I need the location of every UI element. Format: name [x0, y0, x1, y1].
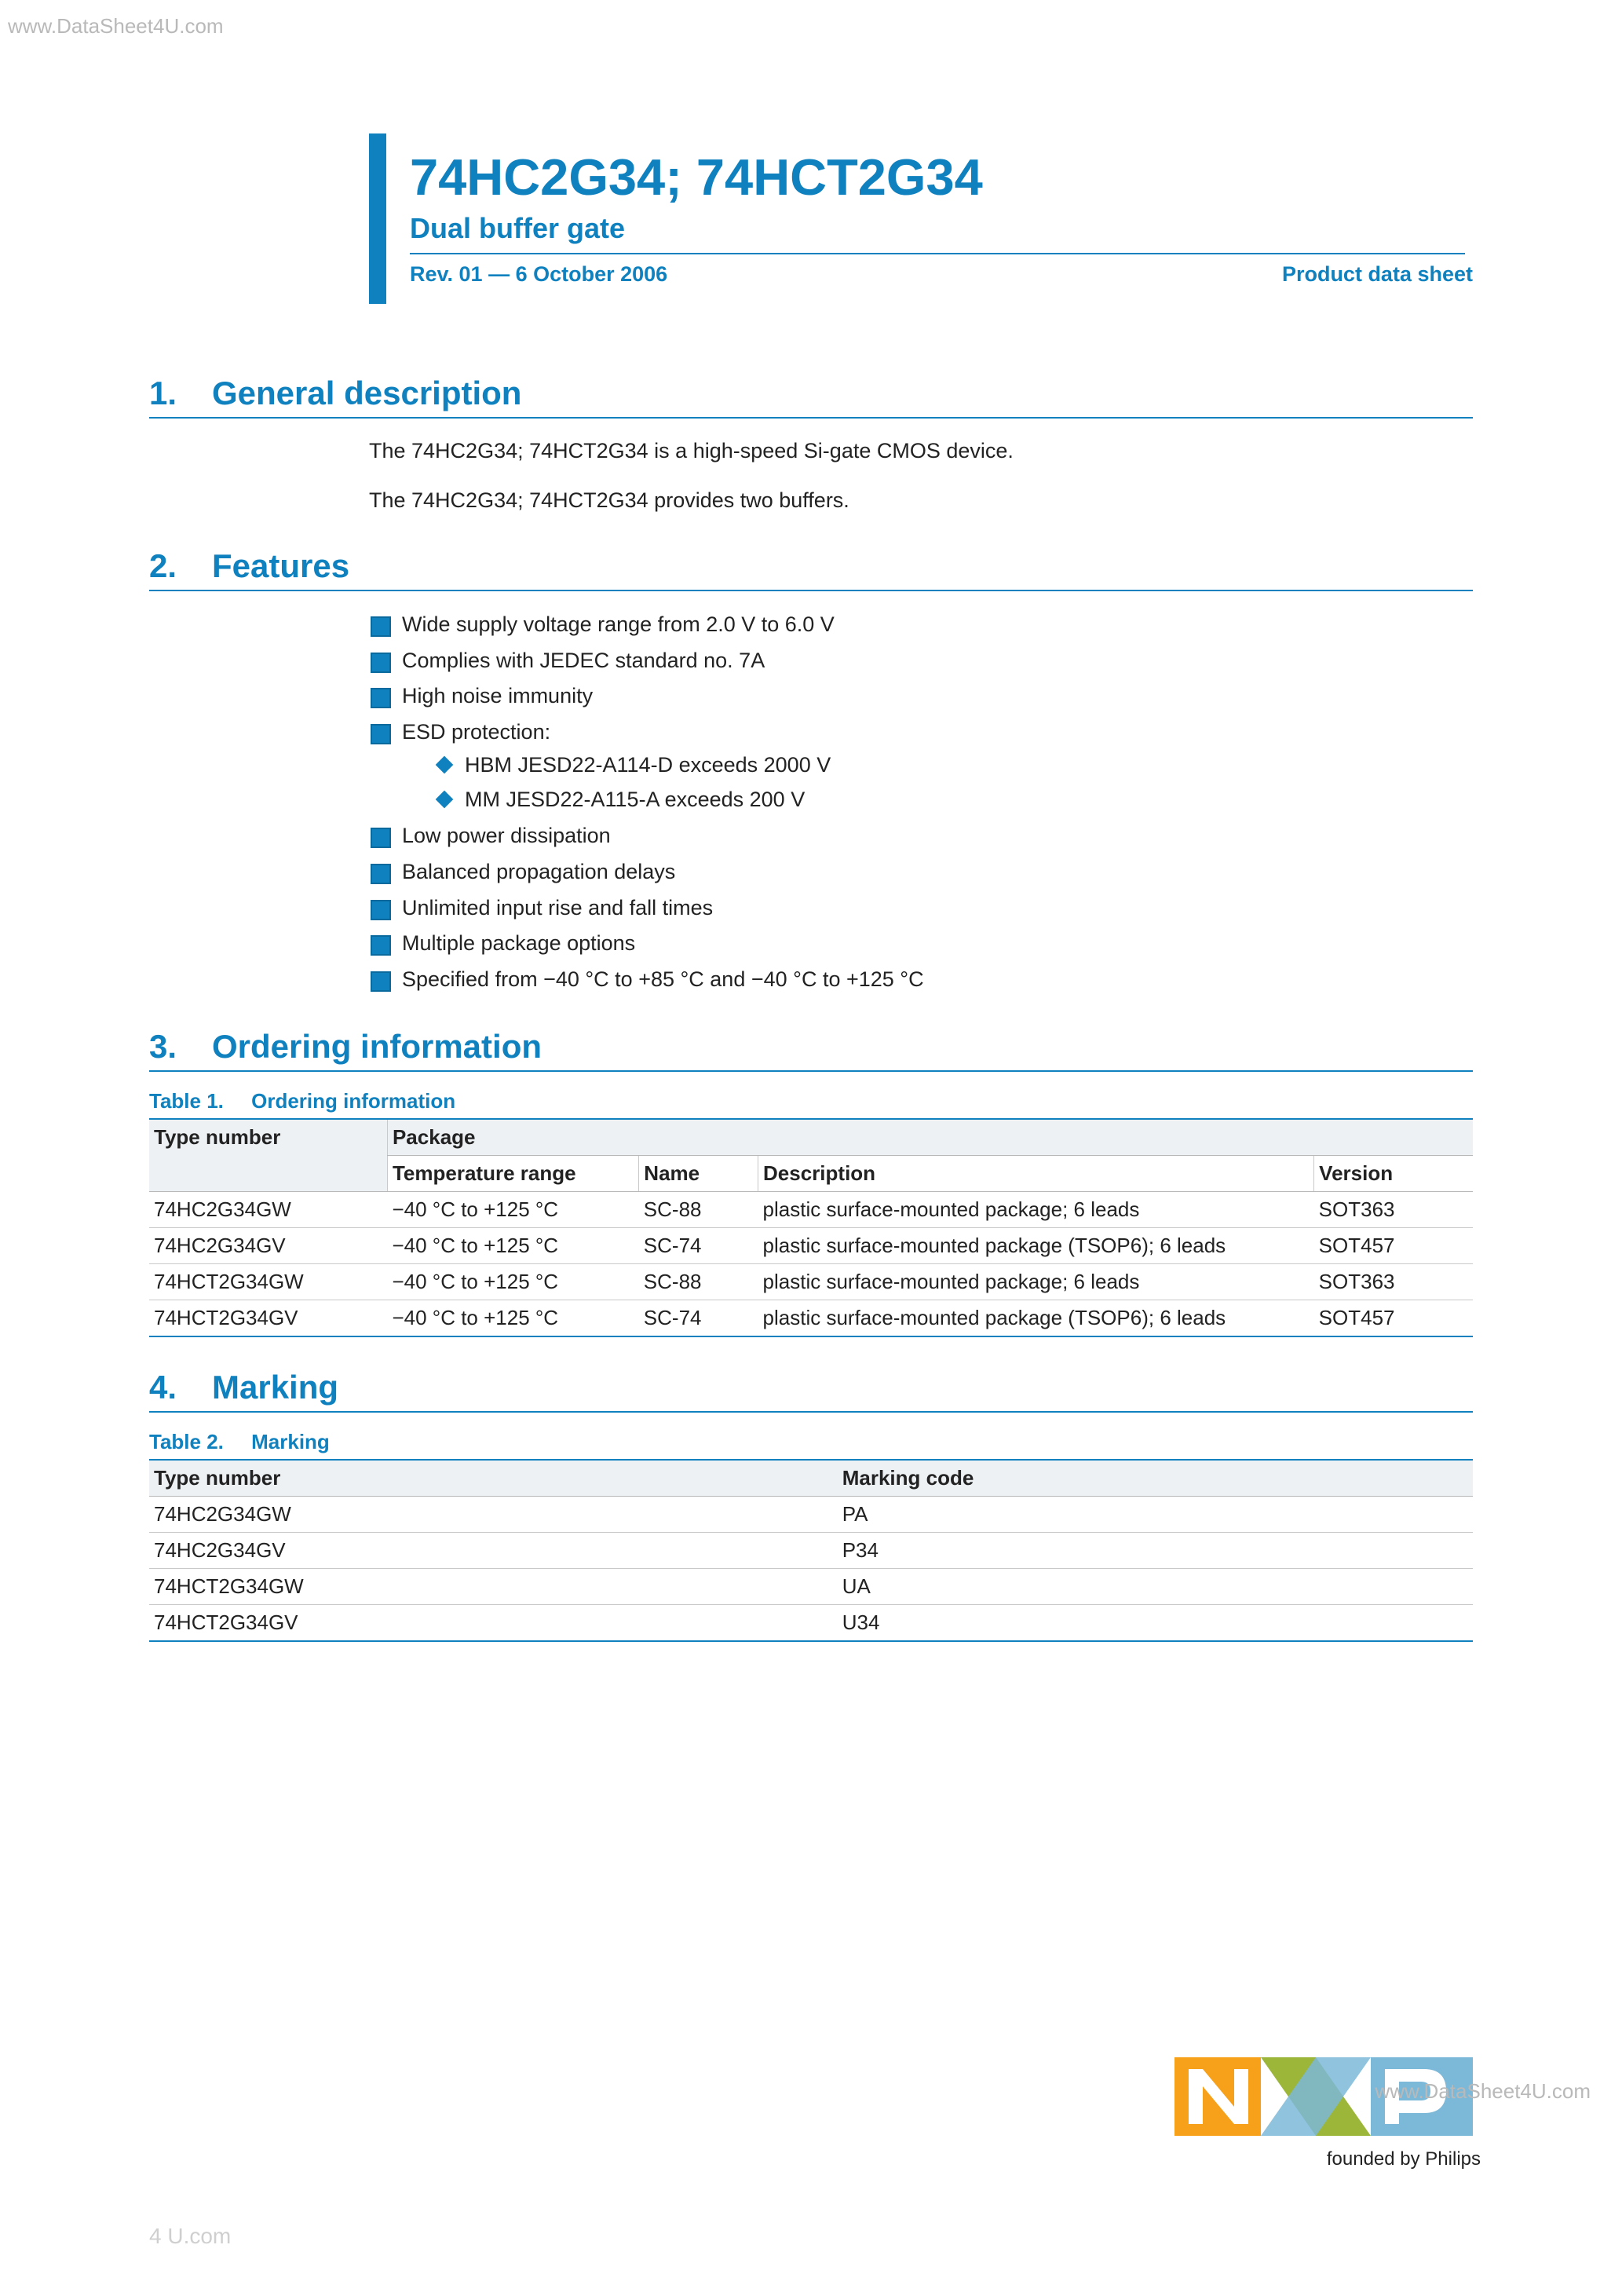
table-cell: −40 °C to +125 °C	[387, 1300, 638, 1337]
table-cell: plastic surface-mounted package; 6 leads	[758, 1192, 1314, 1228]
table-cell: SC-74	[639, 1228, 758, 1264]
title-revision: Rev. 01 — 6 October 2006	[410, 262, 667, 287]
table-cell: SOT363	[1314, 1264, 1473, 1300]
table-row: 74HC2G34GV−40 °C to +125 °CSC-74plastic …	[149, 1228, 1473, 1264]
table-cell: SC-74	[639, 1300, 758, 1337]
table-row: 74HCT2G34GWUA	[149, 1569, 1473, 1605]
table-cell: plastic surface-mounted package (TSOP6);…	[758, 1228, 1314, 1264]
table-cell: 74HC2G34GV	[149, 1533, 838, 1569]
table-cell: 74HCT2G34GV	[149, 1300, 387, 1337]
table-caption-title: Marking	[251, 1430, 330, 1453]
table-row: 74HC2G34GW−40 °C to +125 °CSC-88plastic …	[149, 1192, 1473, 1228]
section-number: 1.	[149, 375, 212, 412]
watermark-bottom-left: 4 U.com	[149, 2224, 231, 2249]
table-cell: SOT457	[1314, 1228, 1473, 1264]
feature-sublist: HBM JESD22-A114-D exceeds 2000 VMM JESD2…	[435, 749, 1473, 817]
table-cell: 74HC2G34GW	[149, 1192, 387, 1228]
table-row: 74HC2G34GWPA	[149, 1497, 1473, 1533]
table-cell: PA	[838, 1497, 1473, 1533]
title-row: Rev. 01 — 6 October 2006 Product data sh…	[410, 262, 1473, 287]
table-cell: SC-88	[639, 1264, 758, 1300]
logo-tagline: founded by Philips	[1174, 2148, 1481, 2170]
title-subtitle: Dual buffer gate	[410, 212, 1465, 254]
feature-subitem: HBM JESD22-A114-D exceeds 2000 V	[435, 749, 1473, 782]
table-cell: SC-88	[639, 1192, 758, 1228]
watermark-bottom-right: www.DataSheet4U.com	[1375, 2079, 1591, 2104]
feature-item: Balanced propagation delays	[369, 856, 1473, 889]
table-header: Temperature range	[387, 1156, 638, 1192]
table-caption-label: Table 1.	[149, 1089, 224, 1113]
section-number: 3.	[149, 1028, 212, 1066]
section-title: Marking	[212, 1369, 338, 1406]
feature-item: Wide supply voltage range from 2.0 V to …	[369, 609, 1473, 642]
table-cell: −40 °C to +125 °C	[387, 1264, 638, 1300]
section-marking: 4. Marking Table 2. Marking Type number …	[149, 1369, 1473, 1642]
table-caption-label: Table 2.	[149, 1430, 224, 1453]
table-cell: UA	[838, 1569, 1473, 1605]
title-doc-type: Product data sheet	[1282, 262, 1473, 287]
table-header: Type number	[149, 1460, 838, 1497]
table-header: Version	[1314, 1156, 1473, 1192]
table-row: 74HC2G34GVP34	[149, 1533, 1473, 1569]
feature-item: Low power dissipation	[369, 820, 1473, 853]
section-heading: 2. Features	[149, 547, 1473, 591]
table-cell: plastic surface-mounted package (TSOP6);…	[758, 1300, 1314, 1337]
section-heading: 1. General description	[149, 375, 1473, 419]
feature-item: Multiple package options	[369, 927, 1473, 960]
title-main: 74HC2G34; 74HCT2G34	[410, 149, 1473, 206]
section-general-description: 1. General description The 74HC2G34; 74H…	[149, 375, 1473, 516]
section-title: Ordering information	[212, 1028, 542, 1066]
feature-item: Unlimited input rise and fall times	[369, 892, 1473, 925]
table-header: Name	[639, 1156, 758, 1192]
table-cell: 74HCT2G34GW	[149, 1264, 387, 1300]
marking-table: Type number Marking code 74HC2G34GWPA74H…	[149, 1459, 1473, 1642]
table-header-group: Package	[387, 1119, 1473, 1156]
table-cell: −40 °C to +125 °C	[387, 1192, 638, 1228]
feature-item: Complies with JEDEC standard no. 7A	[369, 645, 1473, 678]
table-header: Marking code	[838, 1460, 1473, 1497]
feature-subitem: MM JESD22-A115-A exceeds 200 V	[435, 784, 1473, 817]
feature-item: ESD protection:HBM JESD22-A114-D exceeds…	[369, 716, 1473, 817]
table-caption: Table 1. Ordering information	[149, 1089, 1473, 1113]
table-cell: −40 °C to +125 °C	[387, 1228, 638, 1264]
table-row: 74HCT2G34GW−40 °C to +125 °CSC-88plastic…	[149, 1264, 1473, 1300]
table-cell: 74HCT2G34GW	[149, 1569, 838, 1605]
section-title: General description	[212, 375, 521, 412]
section-heading: 4. Marking	[149, 1369, 1473, 1413]
section-features: 2. Features Wide supply voltage range fr…	[149, 547, 1473, 996]
ordering-table: Type number Package Temperature range Na…	[149, 1118, 1473, 1337]
feature-list: Wide supply voltage range from 2.0 V to …	[369, 609, 1473, 996]
section-number: 2.	[149, 547, 212, 585]
section-heading: 3. Ordering information	[149, 1028, 1473, 1072]
section-number: 4.	[149, 1369, 212, 1406]
table-cell: U34	[838, 1605, 1473, 1642]
title-block: 74HC2G34; 74HCT2G34 Dual buffer gate Rev…	[369, 133, 1473, 304]
watermark-top-left: www.DataSheet4U.com	[8, 14, 224, 38]
section-ordering-information: 3. Ordering information Table 1. Orderin…	[149, 1028, 1473, 1337]
table-cell: plastic surface-mounted package; 6 leads	[758, 1264, 1314, 1300]
table-caption: Table 2. Marking	[149, 1430, 1473, 1454]
page-content: 74HC2G34; 74HCT2G34 Dual buffer gate Rev…	[0, 0, 1622, 1642]
section-title: Features	[212, 547, 349, 585]
table-header: Description	[758, 1156, 1314, 1192]
table-row: 74HCT2G34GV−40 °C to +125 °CSC-74plastic…	[149, 1300, 1473, 1337]
table-cell: 74HC2G34GW	[149, 1497, 838, 1533]
table-cell: SOT457	[1314, 1300, 1473, 1337]
table-cell: 74HCT2G34GV	[149, 1605, 838, 1642]
feature-item: High noise immunity	[369, 680, 1473, 713]
table-header: Type number	[149, 1119, 387, 1192]
feature-item: Specified from −40 °C to +85 °C and −40 …	[369, 963, 1473, 996]
table-cell: P34	[838, 1533, 1473, 1569]
table-cell: SOT363	[1314, 1192, 1473, 1228]
paragraph: The 74HC2G34; 74HCT2G34 is a high-speed …	[369, 436, 1473, 466]
paragraph: The 74HC2G34; 74HCT2G34 provides two buf…	[369, 485, 1473, 516]
table-row: 74HCT2G34GVU34	[149, 1605, 1473, 1642]
table-caption-title: Ordering information	[251, 1089, 455, 1113]
table-cell: 74HC2G34GV	[149, 1228, 387, 1264]
nxp-logo-block: founded by Philips	[1174, 2049, 1481, 2170]
